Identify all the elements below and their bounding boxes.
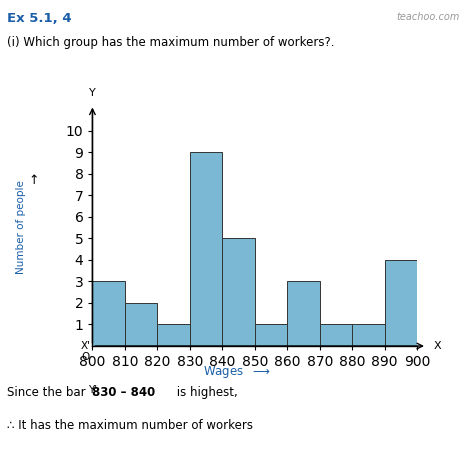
Text: Y': Y'	[88, 385, 97, 395]
Text: (i) Which group has the maximum number of workers?.: (i) Which group has the maximum number o…	[7, 36, 335, 48]
Bar	[92, 282, 125, 346]
Bar	[287, 282, 319, 346]
Text: Wages  $\longrightarrow$: Wages $\longrightarrow$	[203, 364, 271, 380]
Text: $\uparrow$: $\uparrow$	[26, 173, 38, 187]
Text: O: O	[82, 353, 90, 363]
Text: is highest,: is highest,	[173, 386, 238, 399]
Bar	[190, 152, 222, 346]
Text: Since the bar: Since the bar	[7, 386, 90, 399]
Bar	[255, 325, 287, 346]
Text: Ex 5.1, 4: Ex 5.1, 4	[7, 12, 72, 25]
Text: 830 – 840: 830 – 840	[92, 386, 155, 399]
Text: X': X'	[81, 341, 91, 351]
Text: X: X	[433, 341, 441, 351]
Bar	[125, 303, 157, 346]
Bar	[319, 325, 352, 346]
Text: ∴ It has the maximum number of workers: ∴ It has the maximum number of workers	[7, 419, 253, 432]
Text: Y: Y	[89, 88, 96, 98]
Bar	[222, 238, 255, 346]
Text: Number of people: Number of people	[16, 181, 27, 274]
Bar	[384, 260, 417, 346]
Bar	[352, 325, 384, 346]
Bar	[157, 325, 190, 346]
Text: teachoo.com: teachoo.com	[396, 12, 460, 22]
